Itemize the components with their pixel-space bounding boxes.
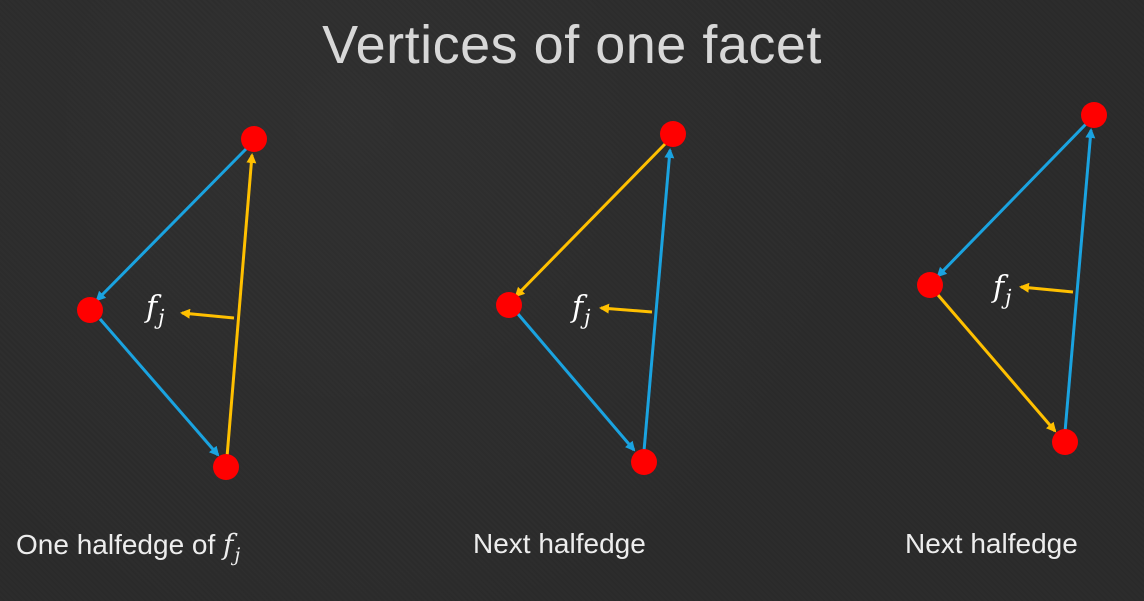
panel-3-halfedge-left-to-bottom	[936, 294, 1057, 433]
panel-2-caption-text: Next halfedge	[473, 528, 646, 559]
panel-1-halfedge-top-to-left	[95, 146, 249, 302]
panel-2-facet-pointer-arrow	[599, 303, 653, 314]
facet-symbol-base: f	[572, 290, 584, 325]
panel-3-vertex-top	[1081, 102, 1107, 128]
facet-symbol-base: f	[993, 270, 1005, 305]
panel-3-facet-pointer-arrow	[1019, 282, 1074, 294]
panel-3-halfedge-top-to-left	[936, 122, 1088, 278]
panel-1-caption: One halfedge of fj	[16, 528, 240, 566]
facet-symbol-subscript: j	[234, 543, 241, 566]
panel-1-vertex-bottom	[213, 454, 239, 480]
panel-2-halfedge-top-to-left	[514, 141, 668, 298]
panel-2-facet-label: fj	[572, 290, 590, 329]
panel-1-caption-text: One halfedge of	[16, 529, 224, 560]
panel-2-vertex-top	[660, 121, 686, 147]
facet-symbol-subscript: j	[158, 305, 165, 330]
slide-title: Vertices of one facet	[322, 15, 822, 75]
panel-2-caption: Next halfedge	[473, 528, 646, 560]
panel-3-facet-label: fj	[993, 270, 1011, 309]
panel-1-halfedge-bottom-to-top	[225, 153, 257, 458]
panel-1-vertex-left	[77, 297, 103, 323]
facet-symbol-subscript: j	[1005, 285, 1012, 310]
facet-symbol-base: f	[223, 528, 234, 561]
panel-3-halfedge-bottom-to-top	[1063, 128, 1096, 433]
panel-1-triangle	[77, 126, 267, 480]
panel-3-triangle	[917, 102, 1107, 455]
facet-symbol-subscript: j	[584, 305, 591, 330]
panel-1-facet-label: fj	[146, 290, 164, 329]
panel-1-facet-pointer-arrow	[180, 308, 235, 320]
panel-2-triangle	[496, 121, 686, 475]
facet-symbol-base: f	[146, 290, 158, 325]
panel-1-halfedge-left-to-bottom	[98, 318, 220, 457]
panel-2-vertex-bottom	[631, 449, 657, 475]
panel-1-vertex-top	[241, 126, 267, 152]
panel-1-caption-symbol: fj	[223, 528, 240, 566]
panel-2-halfedge-bottom-to-top	[642, 148, 675, 452]
panel-2-halfedge-left-to-bottom	[516, 313, 636, 452]
panel-2-vertex-left	[496, 292, 522, 318]
panel-3-vertex-bottom	[1052, 429, 1078, 455]
panel-3-caption: Next halfedge	[905, 528, 1078, 560]
panel-3-vertex-left	[917, 272, 943, 298]
panel-3-caption-text: Next halfedge	[905, 528, 1078, 559]
